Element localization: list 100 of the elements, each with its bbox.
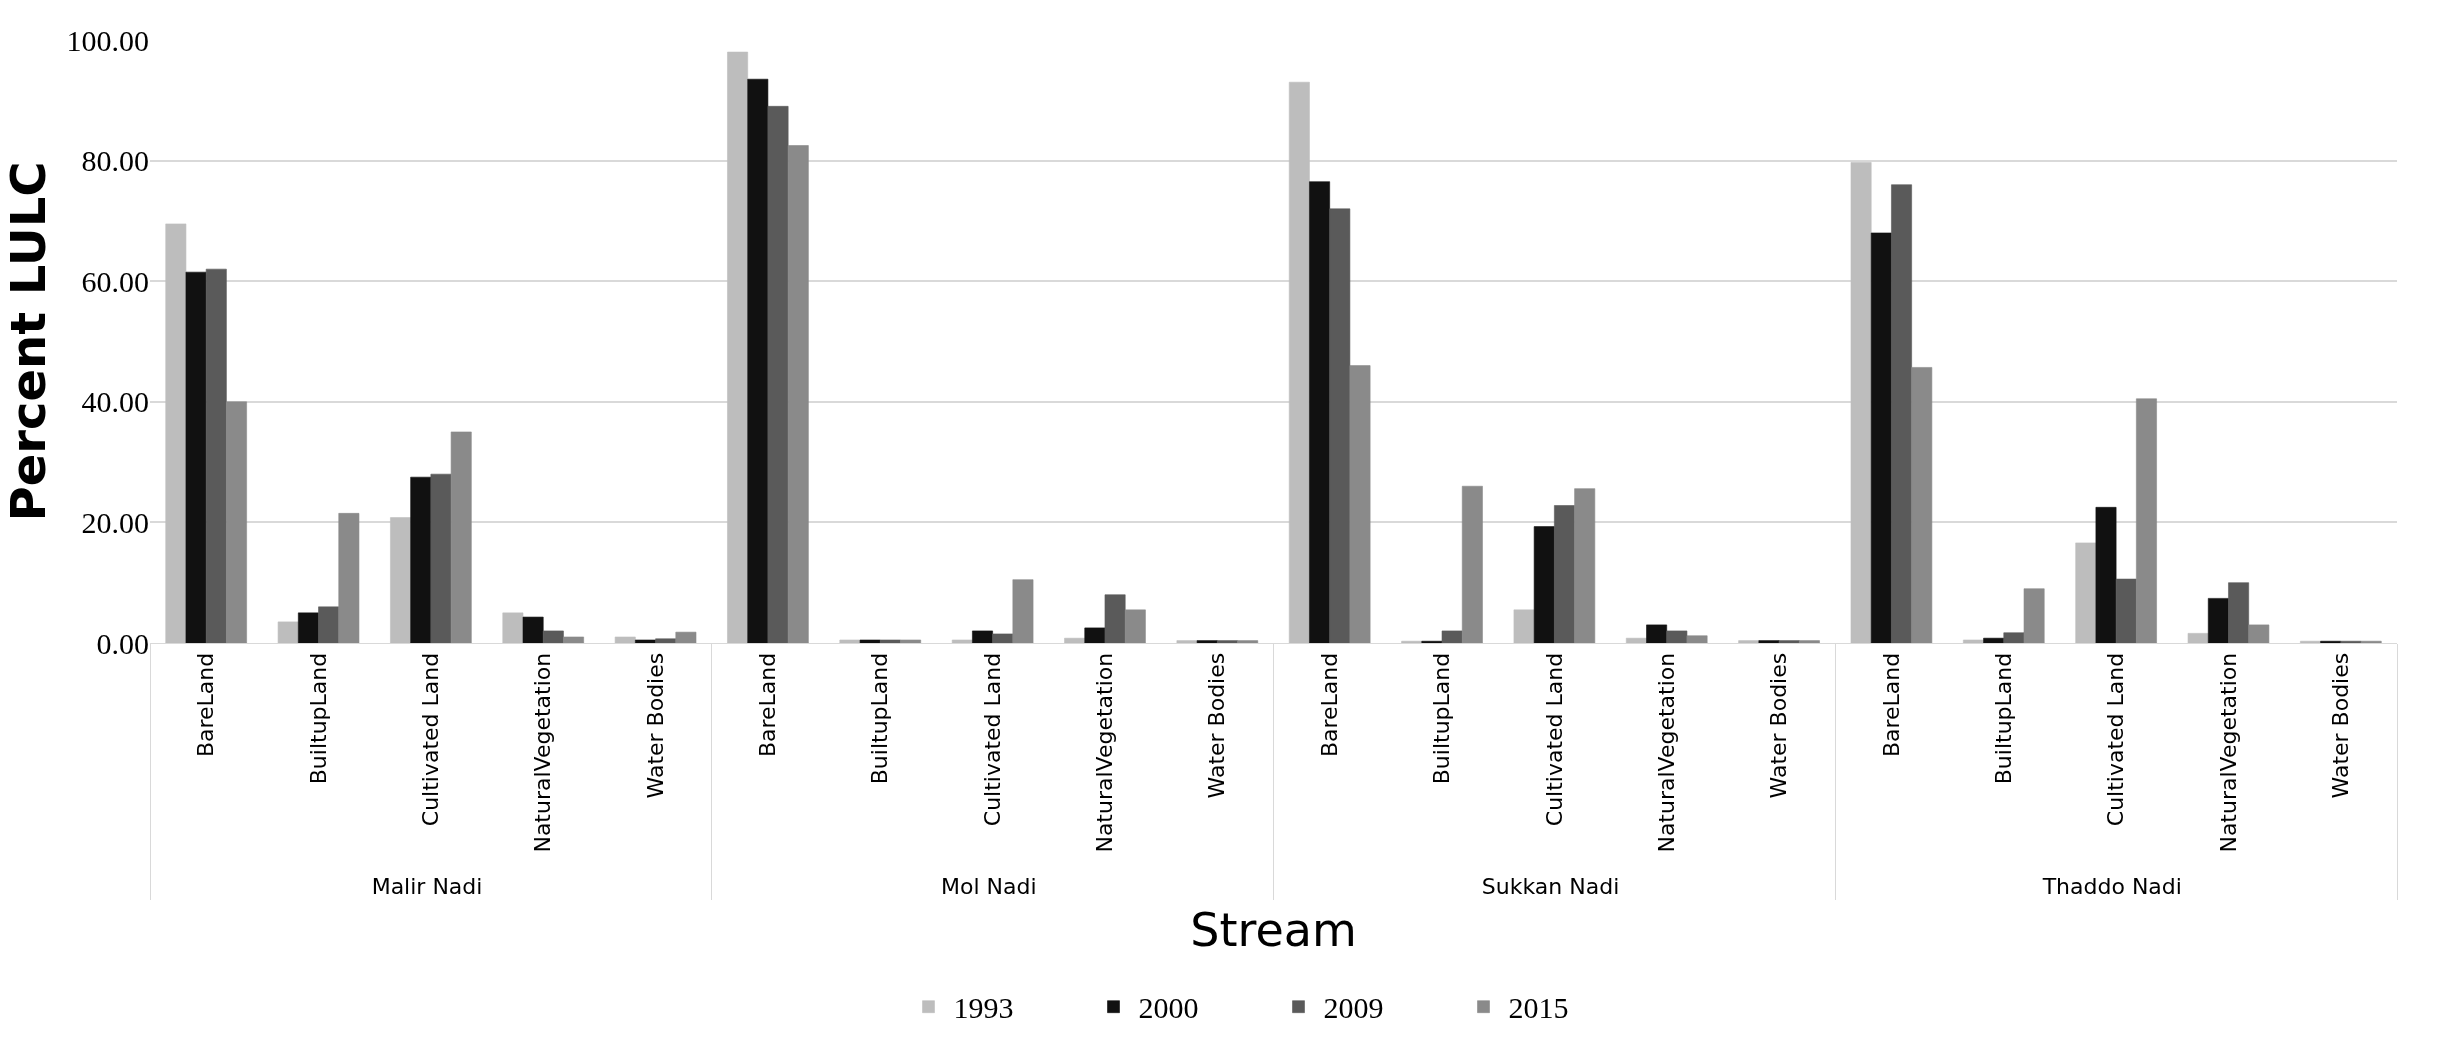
y-axis-title: Percent LULC [0,161,56,522]
y-tick-label: 40.00 [81,385,149,419]
bar [1666,630,1688,643]
bar [727,51,748,643]
legend-label: 1993 [953,991,1014,1025]
bar [390,517,411,643]
x-tick-label: BuiltupLand [1429,652,1455,785]
bar [675,631,697,643]
bar [226,401,247,643]
bar [1104,594,1126,643]
bar [1513,609,1535,643]
bar [205,268,227,643]
bar [2075,542,2097,643]
x-tick-label: Water Bodies [1766,652,1792,799]
x-tick-label: Water Bodies [642,652,668,799]
bar [298,612,319,643]
bar [879,639,901,643]
bar [1237,640,1259,643]
bar [1778,640,1800,643]
x-tick-label: NaturalVegetation [1092,652,1118,853]
bar [2095,507,2117,643]
bar [747,78,769,643]
text: Thaddo Nadi [2041,874,2182,900]
bar [2187,633,2209,643]
bar [787,145,809,643]
bar [1625,637,1647,643]
x-tick-label: NaturalVegetation [2215,652,2241,853]
bar [2248,624,2270,643]
x-tick-label: Cultivated Land [2103,652,2129,827]
bar [563,636,584,643]
x-tick-label: BareLand [1316,652,1342,758]
bar [2207,598,2229,643]
bar [1891,184,1912,643]
bar [1196,640,1218,643]
x-tick-label: BareLand [193,652,219,758]
bar [1870,232,1892,643]
bar [1441,630,1463,643]
x-tick-label: BareLand [1878,652,1904,758]
bar [1288,81,1310,643]
bar [635,639,656,643]
bar [951,639,973,643]
x-tick-label: NaturalVegetation [530,652,556,853]
bar [992,633,1014,643]
bar [1176,640,1198,643]
bar [1983,637,2005,643]
x-tick-label: BuiltupLand [867,652,893,785]
bar [542,630,564,643]
bar [1686,635,1708,643]
bar [2023,588,2045,643]
x-tick-label: BuiltupLand [305,652,331,785]
text: Mol Nadi [940,874,1037,900]
bar [1738,640,1760,643]
bar [165,223,187,643]
bar [1963,639,1984,643]
x-tick-label: BuiltupLand [1990,652,2016,785]
bar [1217,640,1238,643]
bar [1012,579,1034,643]
bar [1850,162,1872,643]
x-tick-label: Water Bodies [2327,652,2353,799]
bar [1911,367,1933,643]
bar [2115,578,2137,643]
bar [839,639,861,643]
x-tick-label: Cultivated Land [1541,652,1567,827]
legend-label: 2015 [1508,991,1569,1025]
bar [859,639,881,643]
bar [522,616,544,643]
bar [1064,637,1086,643]
y-tick-label: 20.00 [81,505,149,539]
bar [1349,365,1371,643]
text: Sukkan Nadi [1481,874,1620,900]
bar [767,106,789,643]
bar [1084,627,1106,643]
bar [1758,640,1780,643]
text: Malir Nadi [371,874,483,900]
x-tick-label: Cultivated Land [979,652,1005,827]
x-axis-title: Stream [1190,902,1357,957]
y-tick-label: 80.00 [81,144,149,178]
bar [1461,485,1483,643]
bar [1646,624,1668,643]
bar [502,612,524,643]
bar [1574,488,1596,643]
bar [450,431,472,643]
bar [2136,398,2157,643]
legend-label: 2000 [1138,991,1199,1025]
bar [338,513,360,643]
bar [972,630,993,643]
y-tick-label: 0.00 [96,626,149,660]
y-tick-label: 100.00 [66,23,149,57]
x-tick-label: BareLand [755,652,781,758]
x-tick-label: Water Bodies [1204,652,1230,799]
x-tick-label: NaturalVegetation [1653,652,1679,853]
bar [2003,632,2025,643]
bar [900,639,922,643]
bar [1554,505,1575,643]
bar [1533,526,1555,643]
legend-label: 2009 [1323,991,1384,1025]
bar [430,473,452,643]
bar [655,638,677,643]
bar [1329,208,1351,643]
y-tick-label: 60.00 [81,264,149,298]
